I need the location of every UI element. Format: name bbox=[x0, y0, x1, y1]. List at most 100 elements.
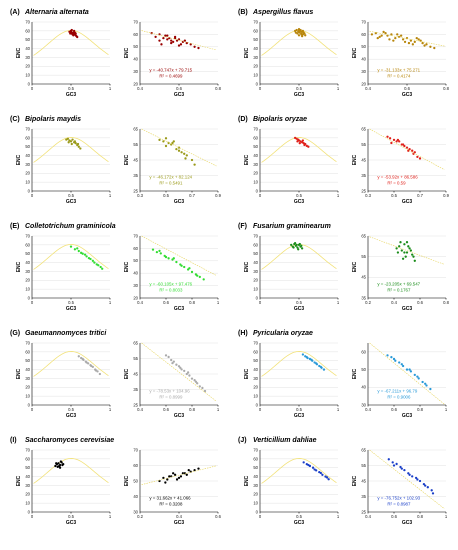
x-axis-label: GC3 bbox=[174, 306, 185, 312]
data-point bbox=[416, 375, 419, 378]
data-point bbox=[172, 257, 175, 260]
left-plot: 0 10 20 30 40 50 60 70 0 0.5 1 GC3 ENC bbox=[244, 126, 340, 205]
right-plot: 30 40 50 60 0.4 0.6 0.8 1 GC3 ENC y = -67.211x + 9… bbox=[352, 342, 448, 419]
x-tick-label: 0.5 bbox=[296, 193, 302, 198]
data-point bbox=[416, 155, 419, 159]
data-point bbox=[396, 251, 400, 254]
y-tick-label: 50 bbox=[253, 251, 258, 256]
data-point bbox=[170, 39, 173, 42]
data-point bbox=[61, 463, 64, 467]
y-tick-label: 20 bbox=[253, 64, 258, 69]
panel-title: Fusarium graminearum bbox=[253, 223, 331, 230]
expected-enc-curve bbox=[261, 244, 337, 270]
regression-equation: y = -76.752x + 102.93 bbox=[377, 496, 420, 501]
expected-enc-curve bbox=[261, 351, 337, 377]
data-point bbox=[197, 467, 200, 470]
data-point bbox=[400, 467, 403, 470]
y-tick-label: 30 bbox=[361, 402, 366, 407]
data-point bbox=[405, 241, 409, 244]
y-tick-label: 20 bbox=[25, 64, 30, 69]
y-tick-label: 60 bbox=[25, 28, 30, 33]
y-tick-label: 30 bbox=[253, 269, 258, 274]
data-point bbox=[71, 138, 74, 141]
panel-title: Saccharomyces cerevisiae bbox=[25, 437, 114, 444]
data-point bbox=[177, 365, 181, 368]
data-point bbox=[69, 140, 73, 143]
data-point bbox=[382, 30, 385, 34]
data-point bbox=[190, 377, 194, 380]
y-tick-label: 70 bbox=[25, 340, 30, 345]
data-point bbox=[77, 249, 80, 253]
data-point bbox=[394, 36, 397, 40]
y-tick-label: 25 bbox=[361, 188, 366, 193]
data-point bbox=[190, 158, 194, 162]
panel-letter: (H) bbox=[238, 330, 248, 337]
x-tick-label: 0.4 bbox=[137, 300, 143, 305]
data-point bbox=[59, 460, 63, 463]
panel-e: (E) Colletotrichum graminicola01020304050… bbox=[10, 223, 220, 312]
data-point bbox=[311, 466, 315, 469]
data-point bbox=[426, 486, 429, 489]
panel-d: (D) Bipolaris oryzae 0 10 20 30 40 50 60 70 0 0.5 1 G… bbox=[238, 116, 450, 205]
y-tick-label: 10 bbox=[253, 287, 258, 292]
data-point bbox=[185, 372, 188, 376]
data-point bbox=[193, 45, 196, 48]
data-point bbox=[168, 475, 171, 478]
trend-line bbox=[369, 128, 445, 171]
data-point bbox=[180, 264, 183, 267]
y-tick-label: 40 bbox=[361, 385, 366, 390]
regression-equation: y = -53.92x + 86.586 bbox=[377, 175, 418, 180]
x-tick-label: 1 bbox=[337, 300, 340, 305]
y-tick-label: 55 bbox=[133, 142, 138, 147]
y-tick-label: 30 bbox=[253, 55, 258, 60]
r-squared-label: R² = 0.1767 bbox=[387, 288, 411, 293]
y-tick-label: 50 bbox=[253, 37, 258, 42]
right-plot: 25 35 45 55 65 0.3 0.5 0.7 0.9 GC3 ENC y = -53.92x … bbox=[352, 126, 450, 205]
right-plot: 20 30 40 50 60 70 0.4 0.6 0.8 GC3 ENC y = -40.747x … bbox=[124, 19, 222, 98]
y-tick-label: 50 bbox=[25, 358, 30, 363]
data-point bbox=[79, 147, 82, 150]
data-point bbox=[186, 371, 190, 374]
data-point bbox=[90, 364, 93, 368]
data-point bbox=[294, 31, 298, 34]
x-tick-label: 0.4 bbox=[137, 407, 143, 412]
x-tick-label: 0 bbox=[259, 86, 262, 91]
y-axis-label: ENC bbox=[244, 154, 250, 165]
data-point bbox=[164, 255, 168, 259]
r-squared-label: R² = 0.3208 bbox=[159, 502, 183, 507]
data-point bbox=[69, 245, 73, 248]
y-axis-label: ENC bbox=[244, 47, 250, 58]
panel-h: (H) Pyricularia oryzae 0 10 20 30 40 50 60 70 0 0.5… bbox=[238, 330, 448, 419]
x-axis-label: GC3 bbox=[294, 306, 305, 312]
regression-equation: y = -46.172x + 82.124 bbox=[149, 175, 192, 180]
data-point bbox=[429, 45, 432, 48]
data-point bbox=[390, 141, 393, 145]
panel-letter: (D) bbox=[238, 116, 248, 123]
trend-line bbox=[369, 449, 445, 509]
data-point bbox=[179, 43, 183, 46]
trend-line bbox=[369, 30, 445, 47]
y-tick-label: 20 bbox=[253, 385, 258, 390]
data-point bbox=[423, 44, 426, 47]
data-point bbox=[391, 461, 394, 464]
regression-equation: y = -78.53x + 104.96 bbox=[149, 389, 190, 394]
y-tick-label: 0 bbox=[28, 81, 31, 86]
y-tick-label: 40 bbox=[253, 153, 258, 158]
data-point bbox=[203, 389, 207, 393]
x-tick-label: 1 bbox=[445, 514, 448, 519]
data-point bbox=[390, 33, 393, 36]
x-tick-label: 0.8 bbox=[189, 300, 195, 305]
data-point bbox=[425, 384, 428, 387]
data-point bbox=[396, 33, 399, 36]
data-point bbox=[180, 368, 183, 371]
x-axis-label: GC3 bbox=[174, 92, 185, 98]
y-tick-label: 0 bbox=[256, 402, 259, 407]
y-tick-label: 50 bbox=[133, 44, 138, 49]
data-point bbox=[418, 157, 422, 160]
data-point bbox=[55, 462, 58, 465]
data-point bbox=[173, 35, 177, 39]
data-point bbox=[188, 267, 191, 270]
data-point bbox=[319, 365, 322, 369]
